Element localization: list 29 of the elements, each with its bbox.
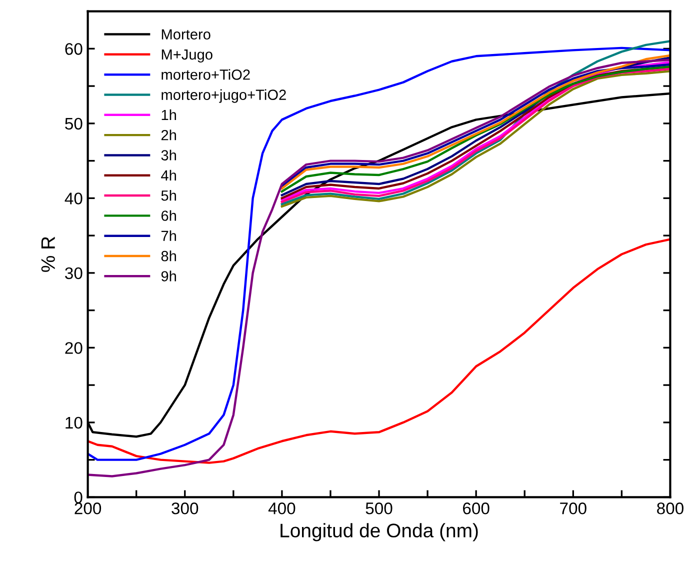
x-tick-label: 300 <box>172 502 198 514</box>
legend-label: 8h <box>161 250 176 262</box>
legend-label: 2h <box>161 130 176 140</box>
legend-label: mortero+TiO2 <box>162 69 250 80</box>
y-tick-label: 0 <box>74 492 82 504</box>
x-tick-label: 700 <box>560 502 586 514</box>
legend-label: M+Jugo <box>162 49 212 63</box>
x-axis-title: Longitud de Onda (nm) <box>280 523 478 542</box>
y-tick-label: 20 <box>65 342 82 354</box>
y-tick-label: 40 <box>64 192 82 204</box>
x-tick-label: 500 <box>366 502 392 514</box>
x-tick-label: 800 <box>657 502 684 514</box>
legend-label: 4h <box>161 170 176 180</box>
legend-label: 1h <box>162 109 176 120</box>
x-tick-label: 600 <box>463 502 490 514</box>
legend-label: Mortero <box>162 29 210 40</box>
legend-label: 5h <box>161 190 176 201</box>
y-tick-label: 30 <box>65 267 82 280</box>
y-axis-title: % R <box>41 236 55 272</box>
legend-label: 7h <box>161 230 176 241</box>
legend-label: 3h <box>161 150 176 160</box>
x-tick-label: 200 <box>74 502 102 514</box>
y-tick-label: 50 <box>65 118 82 130</box>
legend-label: mortero+jugo+TiO2 <box>162 89 286 103</box>
x-tick-label: 400 <box>268 502 296 514</box>
y-tick-label: 60 <box>65 43 82 55</box>
legend-label: 6h <box>161 210 176 221</box>
legend-label: 9h <box>161 270 176 282</box>
y-tick-label: 10 <box>66 416 82 429</box>
